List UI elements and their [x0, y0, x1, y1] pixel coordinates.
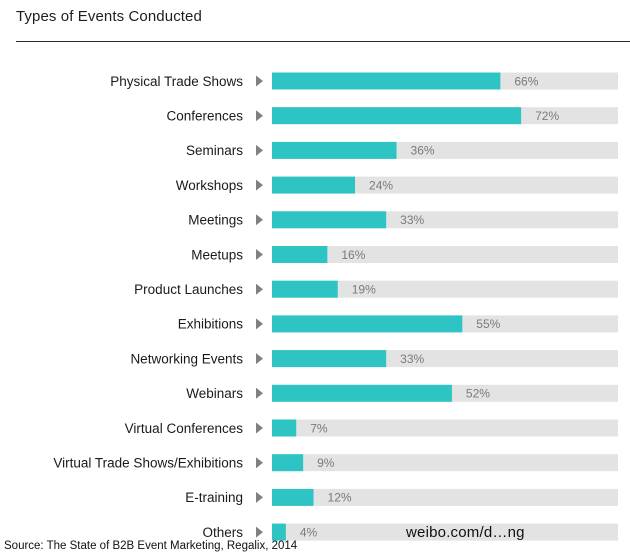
- category-label: Webinars: [186, 386, 243, 401]
- bar-row-conferences: Conferences 72%: [166, 107, 618, 125]
- category-label: Exhibitions: [178, 317, 244, 332]
- bar: [272, 72, 501, 90]
- bar-track: [272, 419, 618, 437]
- category-label: Others: [202, 525, 243, 540]
- row-arrow-icon: [256, 491, 263, 503]
- row-arrow-icon: [256, 249, 263, 260]
- bar-row-networking-events: Networking Events 33%: [130, 350, 618, 368]
- row-arrow-icon: [256, 318, 263, 330]
- row-arrow-icon: [256, 353, 263, 365]
- row-arrow-icon: [256, 457, 263, 469]
- bar-row-product-launches: Product Launches 19%: [134, 280, 618, 298]
- row-arrow-icon: [256, 179, 263, 191]
- value-label: 33%: [400, 352, 424, 366]
- category-label: Seminars: [186, 143, 243, 158]
- bar-row-others: Others 4%: [202, 523, 618, 541]
- bar-row-e-training: E-training 12%: [185, 488, 618, 506]
- bar-track: [272, 454, 618, 472]
- bar-row-workshops: Workshops 24%: [176, 176, 618, 194]
- chart-title: Types of Events Conducted: [16, 8, 202, 25]
- row-arrow-icon: [256, 144, 263, 156]
- bar-row-virtual-trade-shows-exhibitions: Virtual Trade Shows/Exhibitions 9%: [53, 454, 618, 472]
- bar: [272, 176, 356, 194]
- category-label: Physical Trade Shows: [110, 74, 243, 89]
- category-label: Networking Events: [130, 351, 243, 366]
- value-label: 16%: [341, 248, 365, 262]
- category-label: Virtual Trade Shows/Exhibitions: [53, 456, 243, 471]
- value-label: 72%: [535, 109, 559, 123]
- category-label: Workshops: [176, 178, 244, 193]
- bar-row-meetings: Meetings 33%: [188, 211, 618, 229]
- value-label: 12%: [328, 491, 352, 505]
- bar: [272, 141, 397, 159]
- row-arrow-icon: [256, 214, 263, 226]
- bar: [272, 488, 314, 506]
- bar: [272, 280, 338, 298]
- bar: [272, 107, 522, 125]
- category-label: Meetings: [188, 213, 243, 228]
- category-label: Meetups: [191, 247, 243, 262]
- bar-track: [272, 280, 618, 298]
- row-arrow-icon: [256, 283, 263, 295]
- bar-track: [272, 246, 618, 263]
- bar-row-exhibitions: Exhibitions 55%: [178, 315, 618, 333]
- value-label: 9%: [317, 456, 335, 470]
- bar: [272, 384, 452, 402]
- bar-row-seminars: Seminars 36%: [186, 141, 618, 159]
- value-label: 33%: [400, 213, 424, 227]
- value-label: 52%: [466, 387, 490, 401]
- value-label: 4%: [300, 525, 318, 539]
- category-label: Virtual Conferences: [125, 421, 244, 436]
- row-arrow-icon: [256, 387, 263, 399]
- value-label: 19%: [352, 283, 376, 297]
- bar: [272, 211, 387, 229]
- category-label: Product Launches: [134, 282, 243, 297]
- bar: [272, 523, 286, 541]
- bar: [272, 454, 304, 472]
- bar-track: [272, 488, 618, 506]
- title-divider: [16, 41, 630, 42]
- bar-row-meetups: Meetups 16%: [191, 246, 618, 263]
- value-label: 24%: [369, 178, 393, 192]
- watermark-text: weibo.com/d…ng: [406, 524, 525, 541]
- row-arrow-icon: [256, 75, 263, 87]
- bar-track: [272, 176, 618, 194]
- row-arrow-icon: [256, 526, 263, 538]
- value-label: 66%: [514, 74, 538, 88]
- category-label: E-training: [185, 490, 243, 505]
- bar: [272, 350, 387, 368]
- bar-track: [272, 523, 618, 541]
- value-label: 7%: [310, 421, 328, 435]
- bar-row-physical-trade-shows: Physical Trade Shows 66%: [110, 72, 618, 90]
- value-label: 36%: [411, 144, 435, 158]
- bar-row-webinars: Webinars 52%: [186, 384, 618, 402]
- bar-row-virtual-conferences: Virtual Conferences 7%: [125, 419, 618, 437]
- value-label: 55%: [476, 317, 500, 331]
- bar: [272, 246, 328, 263]
- bar: [272, 419, 297, 437]
- category-label: Conferences: [166, 109, 243, 124]
- source-note: Source: The State of B2B Event Marketing…: [4, 540, 298, 552]
- row-arrow-icon: [256, 110, 263, 122]
- bar: [272, 315, 463, 333]
- row-arrow-icon: [256, 422, 263, 434]
